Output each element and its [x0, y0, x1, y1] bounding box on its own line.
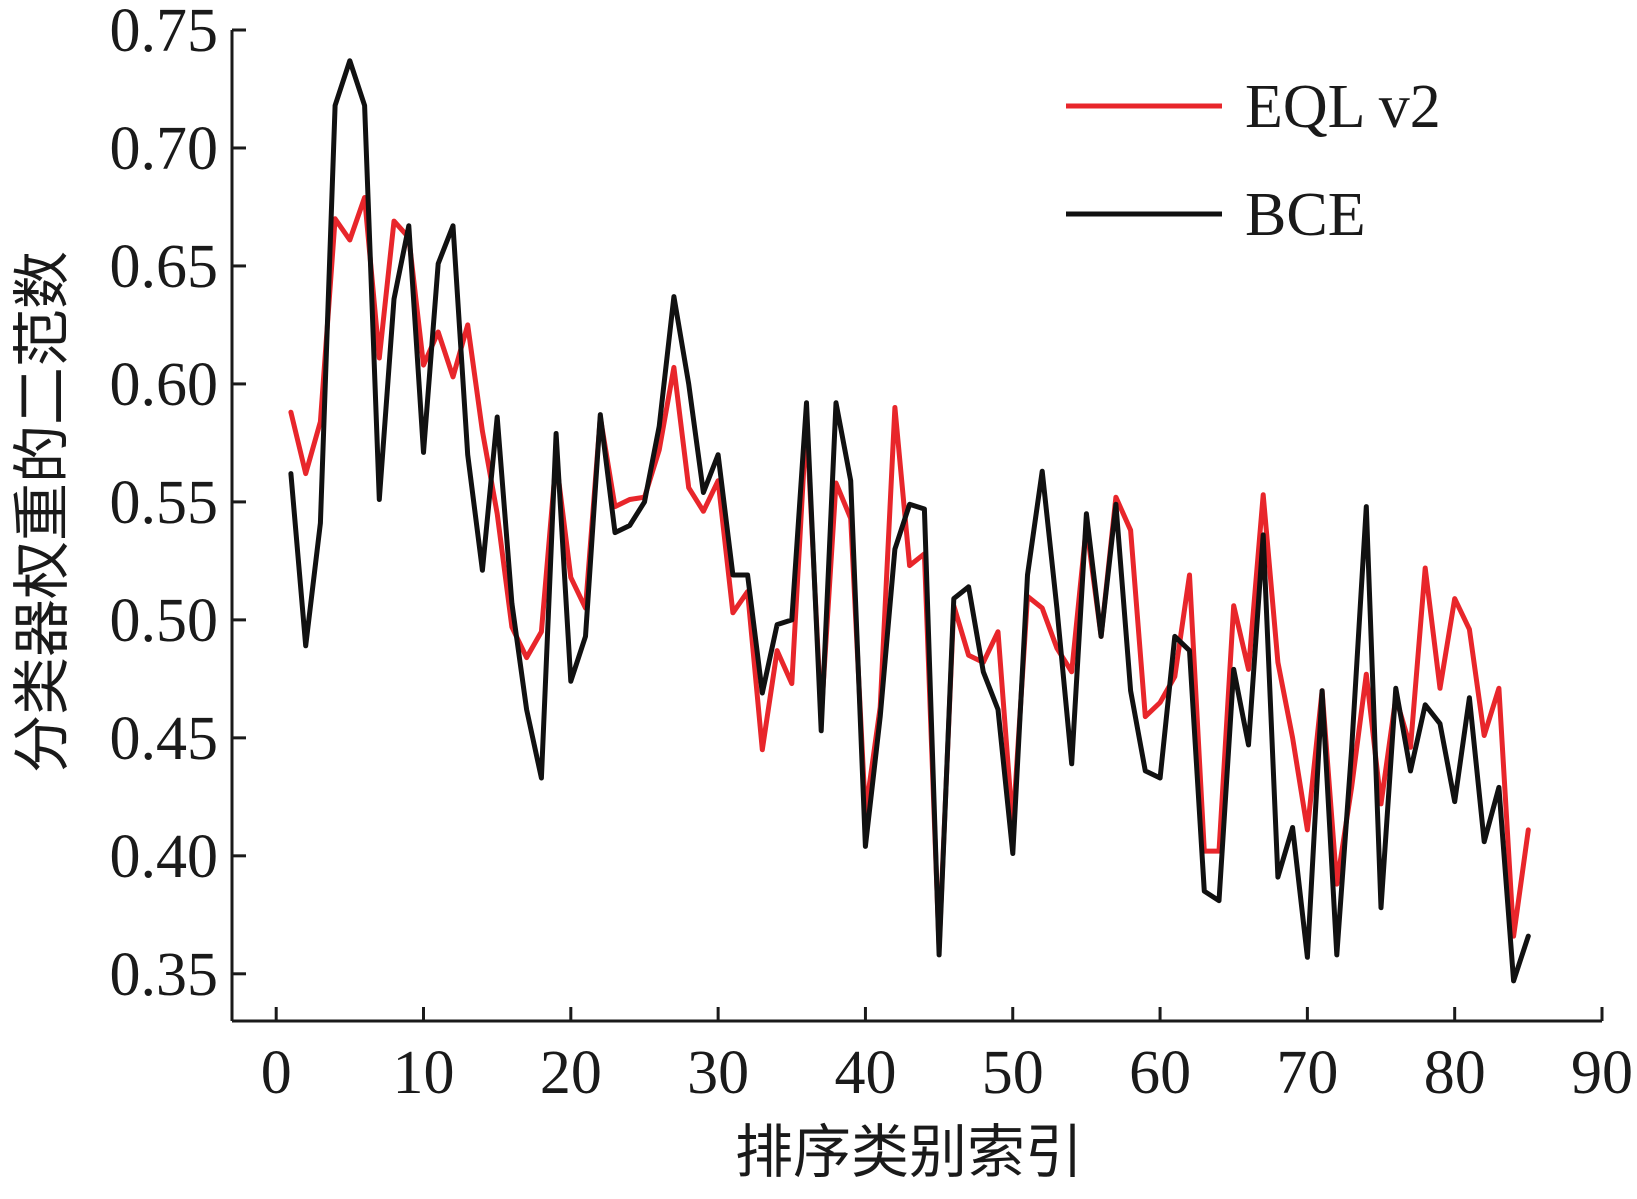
- x-tick-label: 30: [687, 1039, 749, 1107]
- x-tick-label: 60: [1129, 1039, 1191, 1107]
- x-tick-label: 20: [540, 1039, 602, 1107]
- x-tick-label: 90: [1571, 1039, 1633, 1107]
- y-tick-label: 0.75: [110, 0, 219, 65]
- legend-label-eql-v2: EQL v2: [1245, 73, 1441, 141]
- series-line-bce: [288, 58, 1531, 984]
- y-axis-title: 分类器权重的二范数: [8, 251, 76, 773]
- y-tick-label: 0.35: [110, 941, 219, 1009]
- y-tick-label: 0.65: [110, 233, 219, 301]
- y-tick-label: 0.70: [110, 115, 219, 183]
- y-tick-label: 0.45: [110, 705, 219, 773]
- x-tick-label: 40: [834, 1039, 896, 1107]
- x-tick-label: 80: [1424, 1039, 1486, 1107]
- x-axis-title: 排序类别索引: [735, 1118, 1083, 1186]
- legend: EQL v2 BCE: [1066, 73, 1441, 249]
- y-tick-label: 0.60: [110, 351, 219, 419]
- y-tick-label: 0.55: [110, 469, 219, 537]
- x-tick-label: 0: [261, 1039, 292, 1107]
- x-tick-label: 10: [393, 1039, 455, 1107]
- y-tick-label: 0.40: [110, 823, 219, 891]
- series-lines: [288, 58, 1531, 984]
- ticks: 0.35 0.40 0.45 0.50 0.55 0.60 0.65 0.70 0.75 0 10 2…: [110, 0, 1634, 1107]
- x-tick-label: 50: [982, 1039, 1044, 1107]
- y-tick-label: 0.50: [110, 587, 219, 655]
- legend-label-bce: BCE: [1245, 181, 1366, 249]
- x-tick-label: 70: [1276, 1039, 1338, 1107]
